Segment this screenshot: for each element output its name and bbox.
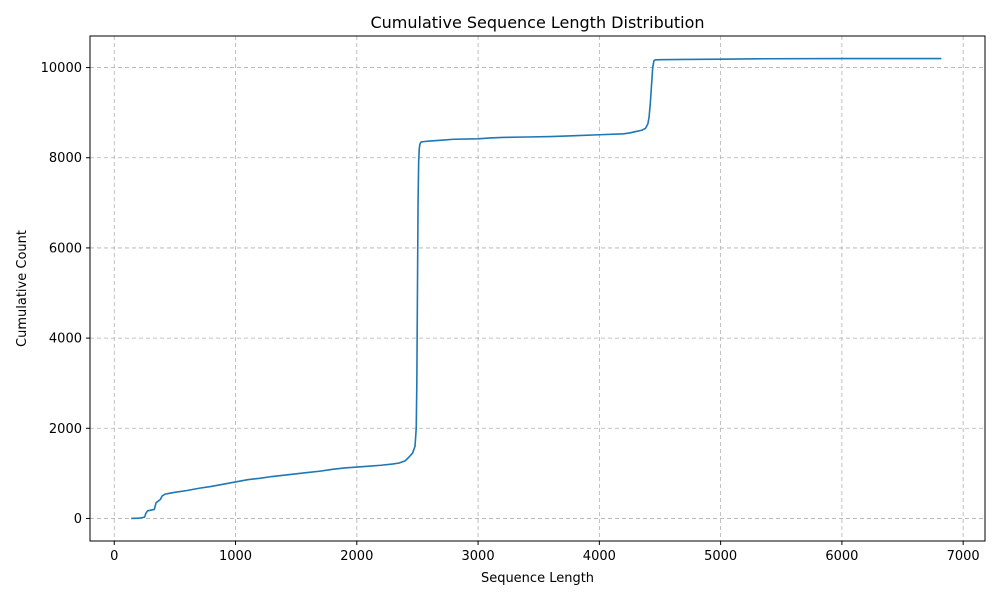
x-tick-label: 3000 <box>462 549 495 564</box>
x-tick-label: 6000 <box>825 549 858 564</box>
series-layer <box>131 57 942 520</box>
cumulative-count-line <box>131 57 942 520</box>
x-tick-label: 4000 <box>583 549 616 564</box>
x-tick-label: 2000 <box>340 549 373 564</box>
y-axis-title: Cumulative Count <box>15 230 30 347</box>
chart-title: Cumulative Sequence Length Distribution <box>370 13 704 32</box>
x-tick-label: 1000 <box>219 549 252 564</box>
y-tick-label: 8000 <box>49 151 82 166</box>
x-tick-label: 7000 <box>947 549 980 564</box>
plot-frame <box>89 35 986 542</box>
ticks: 0 1000 2000 3000 4000 5000 6000 7000 0 2000 4000 60… <box>41 61 980 564</box>
x-axis-title: Sequence Length <box>481 571 594 586</box>
y-tick-label: 6000 <box>49 241 82 256</box>
y-tick-label: 0 <box>74 512 82 527</box>
x-tick-label: 0 <box>110 549 118 564</box>
y-tick-label: 2000 <box>49 422 82 437</box>
y-tick-label: 10000 <box>41 61 82 76</box>
gridlines <box>90 36 985 541</box>
y-tick-label: 4000 <box>49 332 82 347</box>
x-tick-label: 5000 <box>704 549 737 564</box>
